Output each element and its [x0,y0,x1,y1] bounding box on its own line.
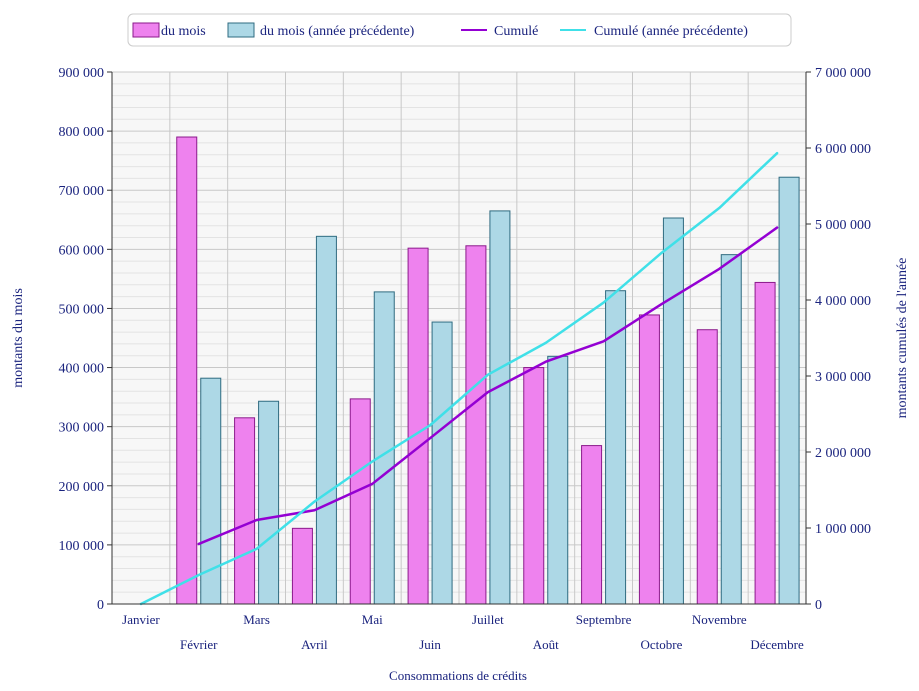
x-tick-label: Juillet [472,612,504,627]
legend-label-du-mois-annee-precedente: du mois (année précédente) [260,24,415,39]
bar-du-mois-annee-precedente-juillet [489,210,511,605]
legend-label-du-mois: du mois [161,24,206,39]
x-tick-label: Mars [243,612,270,627]
bar-du-mois-annee-precedente-mai [373,291,395,605]
y-right-tick-label: 3 000 000 [815,370,871,385]
x-tick-label: Juin [419,637,441,652]
bar-du-mois-decembre [754,281,776,605]
bar-du-mois-mai [349,398,371,605]
bar-du-mois-annee-precedente-juin [431,321,453,605]
y-right-axis-title: montants cumulés de l'année [895,258,910,419]
bar-du-mois-juillet [465,245,487,605]
y-right-tick-label: 2 000 000 [815,446,871,461]
x-tick-label: Mai [362,612,383,627]
legend: du mois du mois (année précédente) Cumul… [127,13,792,47]
line-cumule [197,226,779,546]
x-tick-label: Février [180,637,218,652]
y-left-axis-title: montants du mois [11,288,26,388]
bar-du-mois-annee-precedente-mars [258,400,280,605]
y-right-tick-label: 1 000 000 [815,522,871,537]
series-lines [139,151,779,606]
bar-du-mois-juin [407,247,429,605]
y-right-tick-label: 6 000 000 [815,142,871,157]
bar-du-mois-aout [523,367,545,605]
x-axis-title: Consommations de crédits [389,668,527,683]
x-tick-label: Août [533,637,559,652]
bar-du-mois-annee-precedente-decembre [778,176,800,605]
x-tick-label: Novembre [692,612,747,627]
bars [176,136,800,605]
legend-swatch-du-mois [132,22,160,38]
legend-swatch-du-mois-annee-precedente [227,22,255,38]
bar-du-mois-annee-precedente-octobre [662,217,684,605]
bar-du-mois-annee-precedente-avril [315,235,337,605]
y-left-tick-label: 500 000 [59,302,105,317]
y-left-tick-label: 400 000 [59,362,105,377]
y-left-tick-label: 600 000 [59,243,105,258]
y-left-tick-label: 700 000 [59,184,105,199]
y-right-tick-label: 5 000 000 [815,218,871,233]
bar-du-mois-novembre [696,329,718,605]
line-cumule-annee-precedente [139,151,779,606]
y-left-tick-label: 900 000 [59,66,105,81]
bar-du-mois-avril [291,527,313,605]
bar-du-mois-octobre [638,314,660,605]
legend-label-cumule: Cumulé [494,24,538,39]
axes [107,71,811,605]
tick-labels: 0 100 000 200 000 300 000 400 000 500 000 600 … [59,66,872,652]
y-right-tick-label: 4 000 000 [815,294,871,309]
legend-box [127,13,792,47]
bar-du-mois-mars [234,417,256,605]
grid-lines [111,71,807,605]
bar-du-mois-annee-precedente-novembre [720,254,742,605]
bar-du-mois-fevrier [176,136,198,605]
y-left-tick-label: 300 000 [59,421,105,436]
y-right-tick-label: 0 [815,598,822,613]
x-tick-label: Janvier [122,612,160,627]
bar-du-mois-septembre [581,445,603,605]
legend-label-cumule-annee-precedente: Cumulé (année précédente) [594,24,748,39]
y-left-tick-label: 800 000 [59,125,105,140]
x-tick-label: Septembre [576,612,632,627]
y-left-tick-label: 0 [97,598,104,613]
x-tick-label: Décembre [750,637,804,652]
x-tick-label: Octobre [640,637,682,652]
x-tick-label: Avril [301,637,328,652]
y-left-tick-label: 200 000 [59,480,105,495]
bar-du-mois-annee-precedente-aout [547,355,569,605]
y-right-tick-label: 7 000 000 [815,66,871,81]
y-left-tick-label: 100 000 [59,539,105,554]
